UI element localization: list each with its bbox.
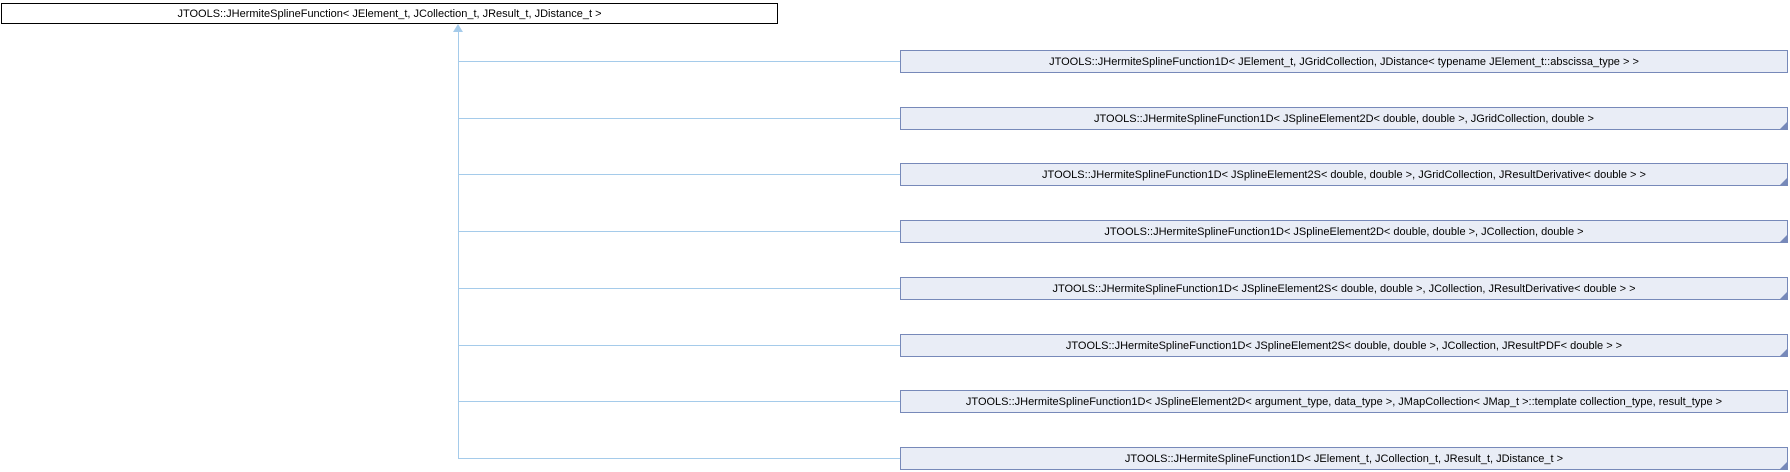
inheritance-branch-line xyxy=(458,458,900,459)
derived-class-label: JTOOLS::JHermiteSplineFunction1D< JSplin… xyxy=(1065,339,1623,352)
inheritance-branch-line xyxy=(458,118,900,119)
base-class-label: JTOOLS::JHermiteSplineFunction< JElement… xyxy=(177,7,602,20)
base-class-node[interactable]: JTOOLS::JHermiteSplineFunction< JElement… xyxy=(1,3,778,24)
derived-class-node[interactable]: JTOOLS::JHermiteSplineFunction1D< JSplin… xyxy=(900,277,1788,300)
derived-class-node[interactable]: JTOOLS::JHermiteSplineFunction1D< JEleme… xyxy=(900,50,1788,73)
truncation-marker-icon xyxy=(1780,235,1787,242)
inheritance-branch-line xyxy=(458,174,900,175)
inheritance-branch-line xyxy=(458,345,900,346)
inheritance-branch-line xyxy=(458,401,900,402)
derived-class-node[interactable]: JTOOLS::JHermiteSplineFunction1D< JSplin… xyxy=(900,334,1788,357)
inheritance-branch-line xyxy=(458,61,900,62)
derived-class-label: JTOOLS::JHermiteSplineFunction1D< JSplin… xyxy=(1052,282,1636,295)
truncation-marker-icon xyxy=(1780,349,1787,356)
derived-class-label: JTOOLS::JHermiteSplineFunction1D< JEleme… xyxy=(1049,55,1639,68)
derived-class-node[interactable]: JTOOLS::JHermiteSplineFunction1D< JEleme… xyxy=(900,447,1788,470)
derived-class-node[interactable]: JTOOLS::JHermiteSplineFunction1D< JSplin… xyxy=(900,163,1788,186)
derived-class-node[interactable]: JTOOLS::JHermiteSplineFunction1D< JSplin… xyxy=(900,390,1788,413)
truncation-marker-icon xyxy=(1780,178,1787,185)
truncation-marker-icon xyxy=(1780,292,1787,299)
derived-class-node[interactable]: JTOOLS::JHermiteSplineFunction1D< JSplin… xyxy=(900,107,1788,130)
truncation-marker-icon xyxy=(1780,122,1787,129)
truncation-marker-icon xyxy=(1780,462,1787,469)
derived-class-label: JTOOLS::JHermiteSplineFunction1D< JEleme… xyxy=(1124,452,1564,465)
derived-class-node[interactable]: JTOOLS::JHermiteSplineFunction1D< JSplin… xyxy=(900,220,1788,243)
inheritance-trunk-line xyxy=(458,32,459,459)
inheritance-arrow-icon xyxy=(453,24,463,32)
inheritance-branch-line xyxy=(458,231,900,232)
derived-class-label: JTOOLS::JHermiteSplineFunction1D< JSplin… xyxy=(1094,112,1594,125)
inheritance-branch-line xyxy=(458,288,900,289)
derived-class-label: JTOOLS::JHermiteSplineFunction1D< JSplin… xyxy=(965,395,1723,408)
derived-class-label: JTOOLS::JHermiteSplineFunction1D< JSplin… xyxy=(1042,168,1646,181)
derived-class-label: JTOOLS::JHermiteSplineFunction1D< JSplin… xyxy=(1104,225,1584,238)
